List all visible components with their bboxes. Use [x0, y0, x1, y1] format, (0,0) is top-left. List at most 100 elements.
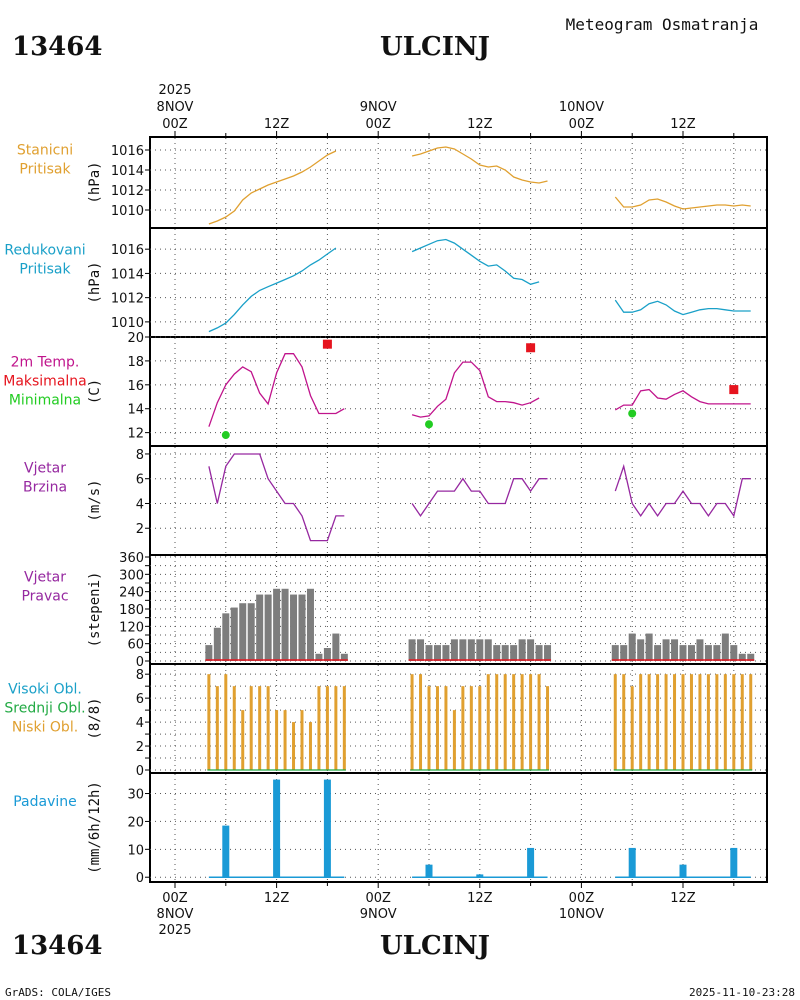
tmax-marker [729, 385, 739, 395]
panel-cloud_cover: 0 2 4 6 8 (8/8) Visoki Obl. Srednji Obl. Niski O… [4, 663, 767, 779]
wind-dir-bar [222, 613, 230, 661]
wind-dir-bar [264, 594, 272, 661]
y-axis-label: (C) [87, 379, 103, 404]
footer-timestamp: 2025-11-10-23:28 [689, 986, 795, 999]
cloud-bar [427, 686, 431, 770]
footer-grads-credit: GrADS: COLA/IGES [5, 986, 111, 999]
time-label-bottom: 12Z [264, 891, 290, 906]
time-label-top: 12Z [467, 117, 493, 132]
panel-title-line: Visoki Obl. [8, 682, 82, 698]
time-label-bottom: 12Z [467, 891, 493, 906]
y-tick-label: 0 [136, 655, 144, 670]
wind-dir-bar [501, 645, 509, 661]
wind-dir-bar [425, 645, 433, 661]
y-axis-label: (8/8) [87, 697, 103, 739]
time-label-top: 00Z [162, 117, 188, 132]
wind-dir-bar [239, 603, 247, 661]
y-tick-label: 360 [119, 551, 144, 566]
cloud-bar [410, 674, 414, 770]
cloud-bar [452, 710, 456, 770]
time-label-top: 12Z [264, 117, 290, 132]
station-id-top: 13464 [12, 32, 102, 62]
wind-dir-bar [323, 648, 331, 661]
wind-dir-bar [247, 603, 255, 661]
cloud-bar [647, 674, 651, 770]
panel-title-line: Maksimalna [3, 374, 87, 390]
y-tick-label: 1010 [111, 204, 144, 219]
tmin-marker [425, 420, 433, 429]
cloud-bar [258, 686, 262, 770]
cloud-bar [630, 686, 634, 770]
wind-dir-bar [256, 594, 264, 661]
wind-dir-bar [484, 639, 492, 661]
series-line [614, 388, 751, 411]
panel-wind_direction: 0 60 120 180 240 300 360 (stepeni) Vjetar Pravac [21, 551, 767, 670]
y-tick-label: 60 [127, 638, 144, 653]
panel-title-line: Vjetar [24, 461, 66, 477]
station-name-bottom: ULCINJ [380, 931, 490, 961]
wind-dir-bar [679, 645, 687, 661]
wind-dir-bar [340, 653, 348, 661]
precip-bar [679, 864, 687, 878]
wind-dir-bar [544, 645, 552, 661]
cloud-bar [529, 674, 533, 770]
time-label-bottom: 2025 [158, 923, 191, 938]
cloud-bar [664, 674, 668, 770]
panel-station_pressure: 1010 1012 1014 1016 (hPa) Stanicni Pritisak [17, 138, 767, 227]
cloud-bar [241, 710, 245, 770]
wind-dir-bar [298, 594, 306, 661]
panel-title-line: Minimalna [9, 393, 81, 409]
precip-bar [628, 847, 636, 878]
series-line [208, 150, 337, 225]
time-label-bottom: 10NOV [559, 907, 604, 922]
cloud-bar [275, 710, 279, 770]
y-tick-label: 1014 [111, 164, 144, 179]
precip-bar [527, 847, 535, 878]
time-label-top: 00Z [569, 117, 595, 132]
cloud-bar [283, 710, 287, 770]
wind-dir-bar [730, 645, 738, 661]
cloud-bar [419, 674, 423, 770]
y-tick-label: 120 [119, 620, 144, 635]
wind-dir-bar [213, 627, 221, 661]
wind-dir-bar [654, 645, 662, 661]
y-axis-label: (mm/6h/12h) [87, 781, 103, 874]
panel-title-line: Srednji Obl. [4, 701, 85, 717]
wind-dir-bar [205, 645, 213, 661]
y-tick-label: 16 [127, 379, 144, 394]
cloud-bar [503, 674, 507, 770]
panel-reduced_pressure: 1010 1012 1014 1016 (hPa)Redukovani Pritisak [4, 227, 767, 336]
y-axis-label: (m/s) [87, 479, 103, 521]
series-line [208, 247, 337, 333]
wind-dir-bar [637, 639, 645, 661]
cloud-bar [613, 674, 617, 770]
tmin-marker [221, 431, 230, 440]
cloud-bar [723, 674, 727, 770]
y-tick-label: 6 [136, 473, 144, 488]
y-tick-label: 1016 [111, 144, 144, 159]
cloud-bar [224, 674, 228, 770]
y-tick-label: 300 [119, 568, 144, 583]
wind-dir-bar [687, 645, 695, 661]
panel-title-line: 2m Temp. [11, 355, 80, 371]
cloud-bar [461, 686, 465, 770]
panel-title-line: Padavine [13, 794, 77, 810]
panel-title-line: Pritisak [19, 262, 71, 278]
y-tick-label: 10 [127, 843, 144, 858]
cloud-bar [435, 686, 439, 770]
cloud-bar [706, 674, 710, 770]
station-id-bottom: 13464 [12, 931, 102, 961]
y-tick-label: 1014 [111, 267, 144, 282]
precip-bar [222, 825, 230, 878]
time-label-top: 8NOV [157, 100, 194, 115]
precip-bar [730, 847, 738, 878]
panel-precipitation: 0 10 20 30 (mm/6h/12h) Padavine [13, 772, 767, 886]
series-line [411, 146, 548, 184]
panel-title-line: Pritisak [19, 162, 71, 178]
cloud-bar [698, 674, 702, 770]
cloud-bar [317, 686, 321, 770]
series-line [208, 353, 345, 427]
series-line [614, 299, 751, 316]
cloud-bar [656, 674, 660, 770]
